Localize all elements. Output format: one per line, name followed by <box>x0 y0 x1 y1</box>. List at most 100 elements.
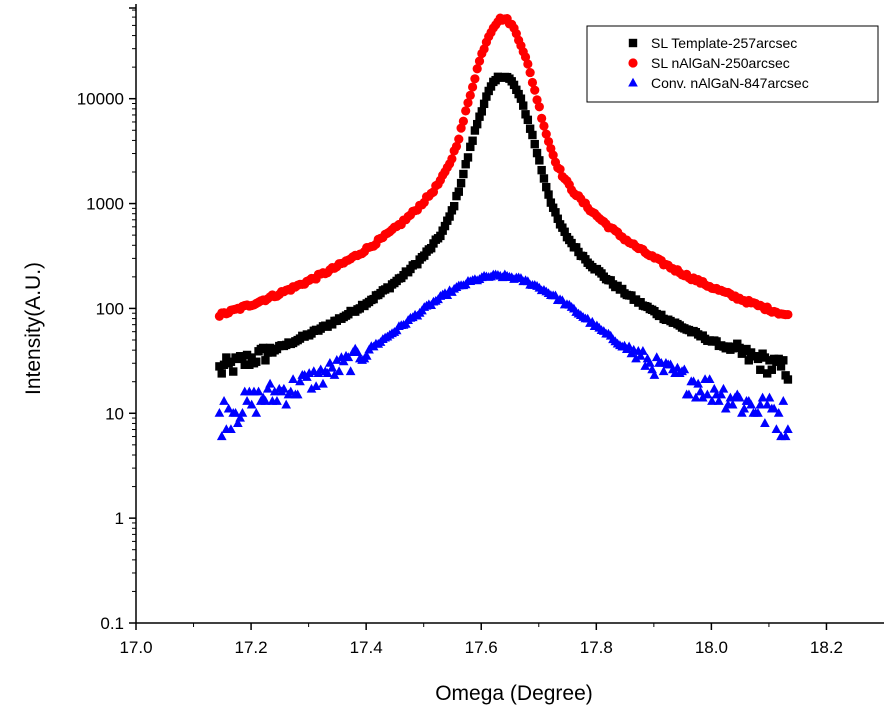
data-point-triangle <box>704 374 715 384</box>
data-point-circle <box>548 150 558 160</box>
data-point-triangle <box>251 407 262 417</box>
data-point-square <box>226 357 236 366</box>
data-point-square <box>760 353 770 362</box>
data-point-square <box>753 354 763 364</box>
data-point-triangle <box>306 383 317 393</box>
data-point-triangle <box>242 396 252 405</box>
data-point-circle <box>541 129 551 139</box>
data-point-triangle <box>285 386 296 396</box>
data-point-triangle <box>628 77 638 87</box>
data-point-square <box>712 337 721 346</box>
legend-label: Conv. nAlGaN-847arcsec <box>651 75 809 91</box>
y-tick-label: 10000 <box>77 90 124 109</box>
data-point-circle <box>458 116 468 126</box>
data-point-square <box>466 142 475 152</box>
data-point-circle <box>543 136 554 147</box>
data-point-square <box>252 357 261 366</box>
y-tick-label: 1000 <box>86 195 124 214</box>
data-point-triangle <box>253 386 264 396</box>
data-point-triangle <box>773 407 784 417</box>
data-point-circle <box>523 59 533 69</box>
data-point-triangle <box>327 362 338 372</box>
y-ticks: 0.1 1 10 100 1000 10000 <box>77 7 136 633</box>
data-point-square <box>776 362 786 371</box>
data-point-triangle <box>755 399 766 409</box>
data-point-square <box>767 365 776 374</box>
series-circle <box>214 13 793 321</box>
data-point-square <box>618 284 627 294</box>
data-point-square <box>245 360 254 369</box>
data-point-circle <box>474 56 485 66</box>
data-point-square <box>735 343 744 353</box>
data-point-square <box>426 243 436 253</box>
data-point-square <box>468 136 477 145</box>
data-point-circle <box>555 164 565 174</box>
y-tick-label: 100 <box>96 299 124 318</box>
data-point-square <box>477 107 487 116</box>
data-point-triangle <box>442 290 453 300</box>
data-point-square <box>265 343 275 353</box>
x-tick-label: 17.4 <box>350 638 383 657</box>
data-point-triangle <box>631 353 641 363</box>
data-point-circle <box>468 82 478 92</box>
data-point-square <box>470 126 480 135</box>
data-point-square <box>240 360 249 369</box>
data-point-square <box>219 360 229 369</box>
data-point-square <box>762 369 772 378</box>
x-tick-label: 18.0 <box>695 638 728 657</box>
data-point-triangle <box>343 352 354 362</box>
data-point-square <box>459 169 468 179</box>
data-point-square <box>551 208 560 217</box>
data-point-triangle <box>331 355 342 364</box>
data-point-triangle <box>246 399 257 409</box>
data-point-square <box>546 198 556 207</box>
data-point-square <box>542 182 551 192</box>
legend: SL Template-257arcsec SL nAlGaN-250arcsec… <box>586 25 879 103</box>
data-point-circle <box>530 85 540 95</box>
data-point-circle <box>527 77 538 88</box>
data-point-triangle <box>237 407 248 417</box>
data-point-triangle <box>223 403 234 413</box>
data-point-square <box>509 80 519 90</box>
data-point-triangle <box>716 389 726 399</box>
data-point-triangle <box>778 396 789 405</box>
x-tick-label: 17.0 <box>119 638 152 657</box>
data-point-circle <box>783 309 793 320</box>
data-point-triangle <box>272 396 282 405</box>
data-point-triangle <box>233 418 243 427</box>
data-point-triangle <box>235 412 245 422</box>
data-point-triangle <box>691 392 701 402</box>
data-point-square <box>628 38 638 48</box>
data-point-circle <box>472 64 482 74</box>
x-tick-label: 18.2 <box>810 638 843 657</box>
data-point-triangle <box>334 366 344 376</box>
data-point-circle <box>539 121 549 131</box>
x-tick-label: 17.6 <box>465 638 498 657</box>
data-point-square <box>438 226 447 235</box>
data-point-square <box>560 227 569 236</box>
series-triangle <box>214 269 793 441</box>
data-point-square <box>571 243 581 252</box>
data-point-square <box>217 369 226 378</box>
data-point-square <box>456 178 466 188</box>
data-point-triangle <box>322 368 333 377</box>
data-point-square <box>544 190 553 199</box>
data-point-square <box>742 344 751 354</box>
data-point-triangle <box>714 396 724 405</box>
data-point-circle <box>465 90 475 100</box>
data-point-triangle <box>746 399 756 409</box>
legend-label: SL Template-257arcsec <box>651 35 797 51</box>
data-point-square <box>215 362 224 371</box>
data-point-square <box>523 115 533 125</box>
data-point-square <box>463 153 473 162</box>
data-point-triangle <box>783 424 793 434</box>
data-point-square <box>436 231 445 241</box>
data-point-square <box>222 353 231 362</box>
data-point-square <box>744 356 753 365</box>
data-point-square <box>539 174 549 183</box>
data-point-triangle <box>702 389 713 399</box>
data-point-triangle <box>644 357 655 367</box>
data-point-triangle <box>311 381 321 391</box>
data-point-square <box>484 86 493 96</box>
data-point-square <box>413 260 422 269</box>
